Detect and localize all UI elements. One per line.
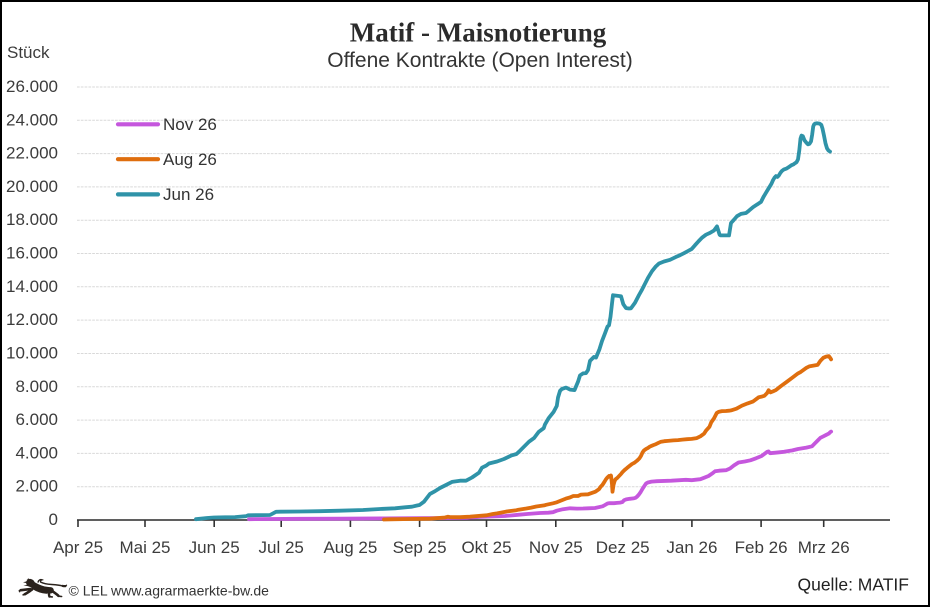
- svg-text:Offene Kontrakte (Open Interes: Offene Kontrakte (Open Interest): [327, 49, 632, 72]
- svg-text:14.000: 14.000: [6, 277, 58, 296]
- svg-text:Jan 26: Jan 26: [666, 538, 717, 557]
- svg-text:Apr 25: Apr 25: [53, 538, 103, 557]
- svg-text:18.000: 18.000: [6, 210, 58, 229]
- svg-text:Jun 26: Jun 26: [163, 185, 214, 204]
- svg-text:Jun 25: Jun 25: [189, 538, 240, 557]
- svg-text:12.000: 12.000: [6, 310, 58, 329]
- svg-text:Dez 25: Dez 25: [596, 538, 650, 557]
- svg-text:© LEL www.agrarmaerkte-bw.de: © LEL www.agrarmaerkte-bw.de: [69, 583, 270, 599]
- svg-text:10.000: 10.000: [6, 344, 58, 363]
- svg-text:Jul 25: Jul 25: [259, 538, 304, 557]
- svg-text:Aug 26: Aug 26: [163, 150, 217, 169]
- svg-text:Mrz 26: Mrz 26: [798, 538, 850, 557]
- svg-text:4.000: 4.000: [15, 443, 58, 462]
- svg-text:Stück: Stück: [7, 43, 50, 62]
- svg-text:6.000: 6.000: [15, 410, 58, 429]
- svg-text:Okt 25: Okt 25: [461, 538, 511, 557]
- svg-text:Sep 25: Sep 25: [393, 538, 447, 557]
- svg-text:0: 0: [49, 510, 58, 529]
- svg-text:Aug 25: Aug 25: [323, 538, 377, 557]
- svg-text:24.000: 24.000: [6, 110, 58, 129]
- svg-text:16.000: 16.000: [6, 244, 58, 263]
- svg-text:26.000: 26.000: [6, 77, 58, 96]
- svg-text:8.000: 8.000: [15, 377, 58, 396]
- svg-text:Feb 26: Feb 26: [735, 538, 788, 557]
- svg-text:2.000: 2.000: [15, 477, 58, 496]
- svg-text:22.000: 22.000: [6, 144, 58, 163]
- svg-text:Nov 25: Nov 25: [529, 538, 583, 557]
- svg-text:Nov 26: Nov 26: [163, 115, 217, 134]
- svg-text:Mai 25: Mai 25: [119, 538, 170, 557]
- svg-text:Quelle: MATIF: Quelle: MATIF: [797, 575, 909, 595]
- svg-text:20.000: 20.000: [6, 177, 58, 196]
- svg-text:Matif - Maisnotierung: Matif - Maisnotierung: [350, 18, 607, 48]
